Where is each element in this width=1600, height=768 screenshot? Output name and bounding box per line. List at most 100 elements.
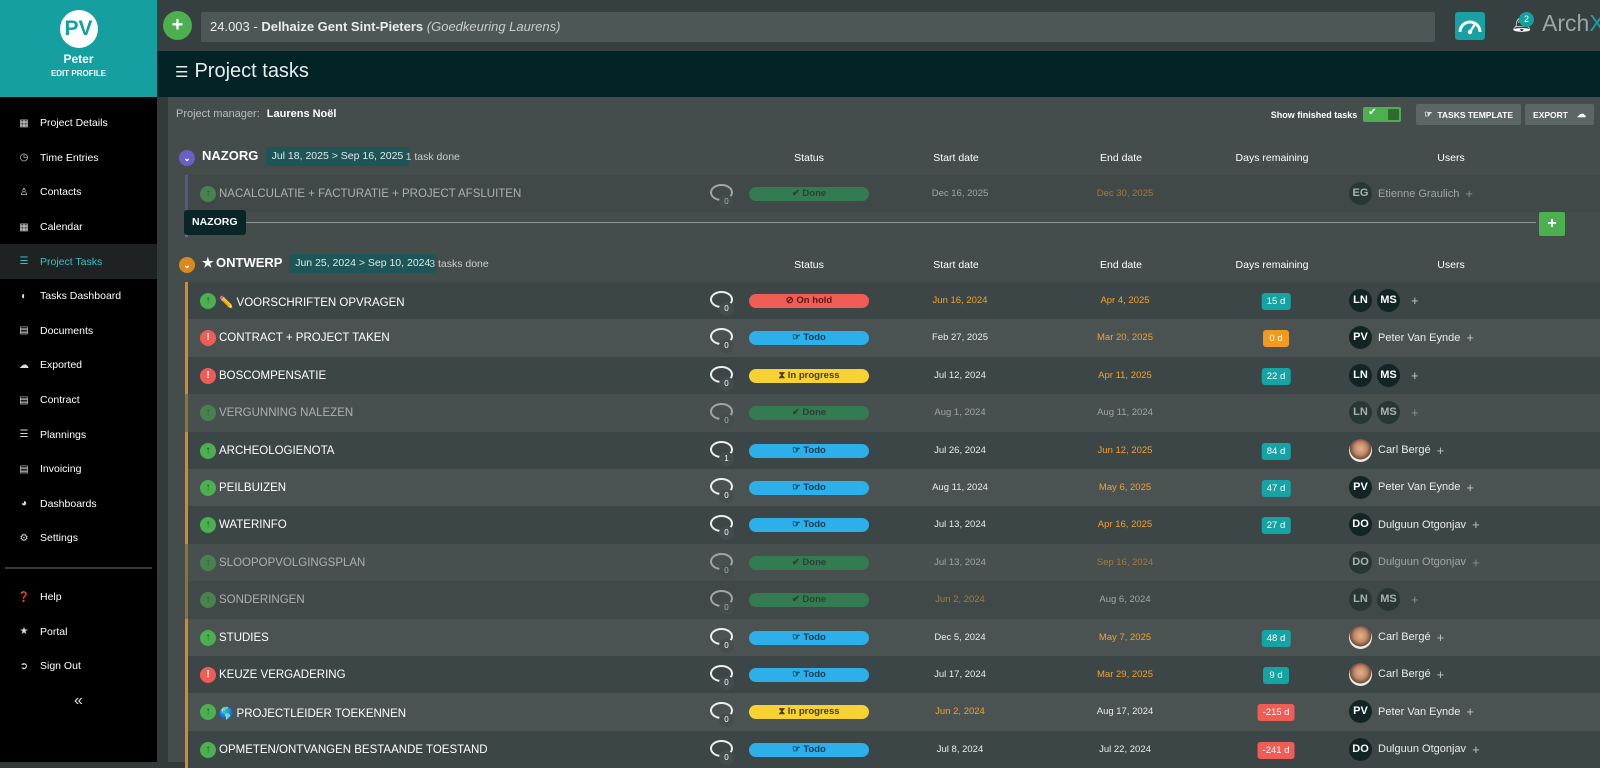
add-user-icon[interactable]: +	[1411, 592, 1419, 608]
table-row[interactable]: ↑ ARCHEOLOGIENOTA 1 ☞ Todo Jul 26, 2024 Jun 1…	[185, 431, 1600, 469]
task-name[interactable]: CONTRACT + PROJECT TAKEN	[219, 332, 390, 344]
user-avatar[interactable]: PV	[1349, 700, 1372, 724]
user-avatar[interactable]: LN	[1349, 363, 1372, 387]
status-badge[interactable]: ⧗ In progress	[749, 368, 869, 383]
table-row[interactable]: ↑ PEILBUIZEN 0 ☞ Todo Aug 11, 2024 May 6, 202…	[185, 468, 1600, 507]
task-name[interactable]: WATERINFO	[219, 519, 287, 531]
start-date[interactable]: Aug 11, 2024	[932, 481, 988, 493]
start-date[interactable]: Jul 13, 2024	[934, 519, 986, 531]
sidebar-item-project-details[interactable]: ▦ Project Details	[0, 106, 157, 141]
start-date[interactable]: Jul 12, 2024	[934, 369, 986, 381]
start-date[interactable]: Jul 17, 2024	[934, 668, 986, 680]
status-badge[interactable]: ☞ Todo	[749, 742, 869, 757]
user-avatar[interactable]: EG	[1349, 182, 1372, 205]
start-date[interactable]: Jul 8, 2024	[936, 743, 984, 755]
start-date[interactable]: Jul 26, 2024	[934, 444, 986, 456]
sidebar-item-contacts[interactable]: ♙ Contacts	[0, 175, 157, 210]
sidebar-item-project-tasks[interactable]: ☰ Project Tasks	[0, 244, 157, 279]
table-row[interactable]: ↑ 🌎 PROJECTLEIDER TOEKENNEN 0 ⧗ In progress…	[185, 693, 1600, 731]
export-button[interactable]: EXPORT ☁	[1525, 104, 1594, 125]
table-row[interactable]: ↑ STUDIES 0 ☞ Todo Dec 5, 2024 May 7, 2025 48 …	[185, 618, 1600, 656]
user-avatar[interactable]	[1349, 625, 1372, 649]
add-user-icon[interactable]: +	[1466, 704, 1474, 720]
user-avatar[interactable]: PV	[1349, 475, 1372, 499]
tasks-template-button[interactable]: ☞ TASKS TEMPLATE	[1416, 104, 1522, 125]
add-user-icon[interactable]: +	[1472, 554, 1480, 570]
sidebar-item-plannings[interactable]: ☰ Plannings	[0, 417, 157, 452]
end-date[interactable]: Aug 11, 2024	[1097, 407, 1153, 419]
sidebar-item-tasks-dashboard[interactable]: ◐ Tasks Dashboard	[0, 279, 157, 314]
status-badge[interactable]: ☞ Todo	[749, 443, 869, 458]
add-user-icon[interactable]: +	[1466, 479, 1474, 495]
add-user-icon[interactable]: +	[1465, 186, 1473, 201]
status-badge[interactable]: ☞ Todo	[749, 480, 869, 495]
sidebar-item-calendar[interactable]: ▦ Calendar	[0, 210, 157, 245]
add-user-icon[interactable]: +	[1411, 293, 1419, 308]
task-name[interactable]: ARCHEOLOGIENOTA	[219, 445, 334, 457]
sidebar-item-portal[interactable]: ★ Portal	[0, 614, 157, 649]
sidebar-item-time-entries[interactable]: ◷ Time Entries	[0, 141, 157, 176]
status-badge[interactable]: ✔ Done	[749, 406, 869, 421]
end-date[interactable]: Mar 20, 2025	[1097, 332, 1153, 344]
start-date[interactable]: Dec 5, 2024	[934, 631, 986, 643]
start-date[interactable]: Jun 2, 2024	[935, 706, 985, 718]
user-avatar[interactable]	[1349, 662, 1372, 686]
sidebar-item-documents[interactable]: ▤ Documents	[0, 314, 157, 349]
sidebar-item-invoicing[interactable]: ▤ Invoicing	[0, 452, 157, 487]
user-avatar[interactable]: MS	[1377, 401, 1400, 425]
end-date[interactable]: Jul 22, 2024	[1099, 743, 1151, 755]
task-name[interactable]: SONDERINGEN	[219, 594, 305, 606]
add-user-icon[interactable]: +	[1436, 666, 1445, 682]
sidebar-item-dashboards[interactable]: ◕ Dashboards	[0, 487, 157, 522]
avatar[interactable]: PV	[59, 10, 98, 48]
status-badge[interactable]: ☞ Todo	[749, 667, 869, 682]
show-finished-toggle[interactable]: ✔	[1363, 107, 1402, 122]
end-date[interactable]: Jun 12, 2025	[1097, 444, 1153, 456]
user-avatar[interactable]: LN	[1349, 588, 1372, 612]
task-name[interactable]: NACALCULATIE + FACTURATIE + PROJECT AFSL…	[219, 188, 521, 200]
chevron-down-icon[interactable]: ⌄	[179, 257, 195, 273]
start-date[interactable]: Jul 13, 2024	[934, 556, 986, 568]
task-name[interactable]: 🌎 PROJECTLEIDER TOEKENNEN	[219, 706, 406, 720]
status-badge[interactable]: ☞ Todo	[749, 518, 869, 533]
status-badge[interactable]: ⊘ On hold	[749, 294, 869, 308]
add-user-icon[interactable]: +	[1436, 442, 1445, 458]
sidebar-item-help[interactable]: ❓ Help	[0, 580, 157, 615]
task-name[interactable]: SLOOPOPVOLGINGSPLAN	[219, 557, 365, 569]
table-row[interactable]: ↑ OPMETEN/ONTVANGEN BESTAANDE TOESTAND 0 ☞ …	[185, 730, 1600, 768]
add-button[interactable]: +	[163, 11, 192, 40]
sidebar-item-exported[interactable]: ☁ Exported	[0, 348, 157, 383]
status-badge[interactable]: ✔ Done	[749, 187, 869, 201]
end-date[interactable]: Mar 29, 2025	[1097, 668, 1153, 680]
add-user-icon[interactable]: +	[1466, 330, 1474, 346]
end-date[interactable]: Sep 16, 2024	[1096, 556, 1154, 568]
user-avatar[interactable]: MS	[1377, 363, 1400, 387]
user-avatar[interactable]: PV	[1349, 326, 1372, 350]
end-date[interactable]: May 7, 2025	[1098, 631, 1152, 643]
end-date[interactable]: Aug 17, 2024	[1096, 706, 1154, 718]
task-name[interactable]: BOSCOMPENSATIE	[219, 370, 326, 382]
add-user-icon[interactable]: +	[1411, 405, 1419, 421]
end-date[interactable]: Aug 6, 2024	[1099, 594, 1151, 606]
table-row[interactable]: ! KEUZE VERGADERING 0 ☞ Todo Jul 17, 2024 Mar…	[185, 655, 1600, 694]
add-task-button[interactable]: +	[1539, 212, 1565, 237]
start-date[interactable]: Dec 16, 2025	[931, 188, 989, 199]
user-avatar[interactable]	[1349, 438, 1372, 462]
edit-profile-link[interactable]: EDIT PROFILE	[50, 69, 107, 78]
end-date[interactable]: May 6, 2025	[1098, 481, 1152, 493]
star-icon[interactable]: ★	[202, 255, 214, 270]
end-date[interactable]: Apr 16, 2025	[1097, 519, 1153, 531]
user-avatar[interactable]: MS	[1377, 588, 1400, 612]
table-row[interactable]: ! BOSCOMPENSATIE 0 ⧗ In progress Jul 12, 202…	[185, 356, 1600, 395]
user-avatar[interactable]: MS	[1377, 289, 1400, 312]
sidebar-item-sign-out[interactable]: ➲ Sign Out	[0, 649, 157, 684]
start-date[interactable]: Jun 2, 2024	[935, 594, 985, 606]
table-row[interactable]: ↑ SONDERINGEN 0 ✔ Done Jun 2, 2024 Aug 6, 202…	[185, 581, 1600, 619]
add-task-input[interactable]	[245, 222, 1536, 224]
end-date[interactable]: Apr 4, 2025	[1100, 295, 1150, 306]
end-date[interactable]: Apr 11, 2025	[1098, 369, 1152, 381]
add-user-icon[interactable]: +	[1472, 741, 1480, 757]
task-name[interactable]: ✏️ VOORSCHRIFTEN OPVRAGEN	[219, 295, 405, 309]
status-badge[interactable]: ✔ Done	[749, 593, 869, 608]
user-avatar[interactable]: DO	[1349, 737, 1372, 761]
